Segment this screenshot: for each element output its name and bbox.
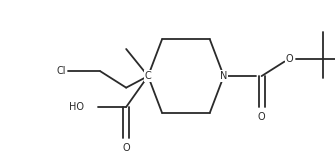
Text: Cl: Cl <box>57 66 67 76</box>
Text: N: N <box>220 71 227 81</box>
Text: O: O <box>258 112 265 122</box>
Text: HO: HO <box>69 102 84 112</box>
Text: O: O <box>122 143 130 153</box>
Text: O: O <box>286 54 293 64</box>
Text: C: C <box>145 71 152 81</box>
